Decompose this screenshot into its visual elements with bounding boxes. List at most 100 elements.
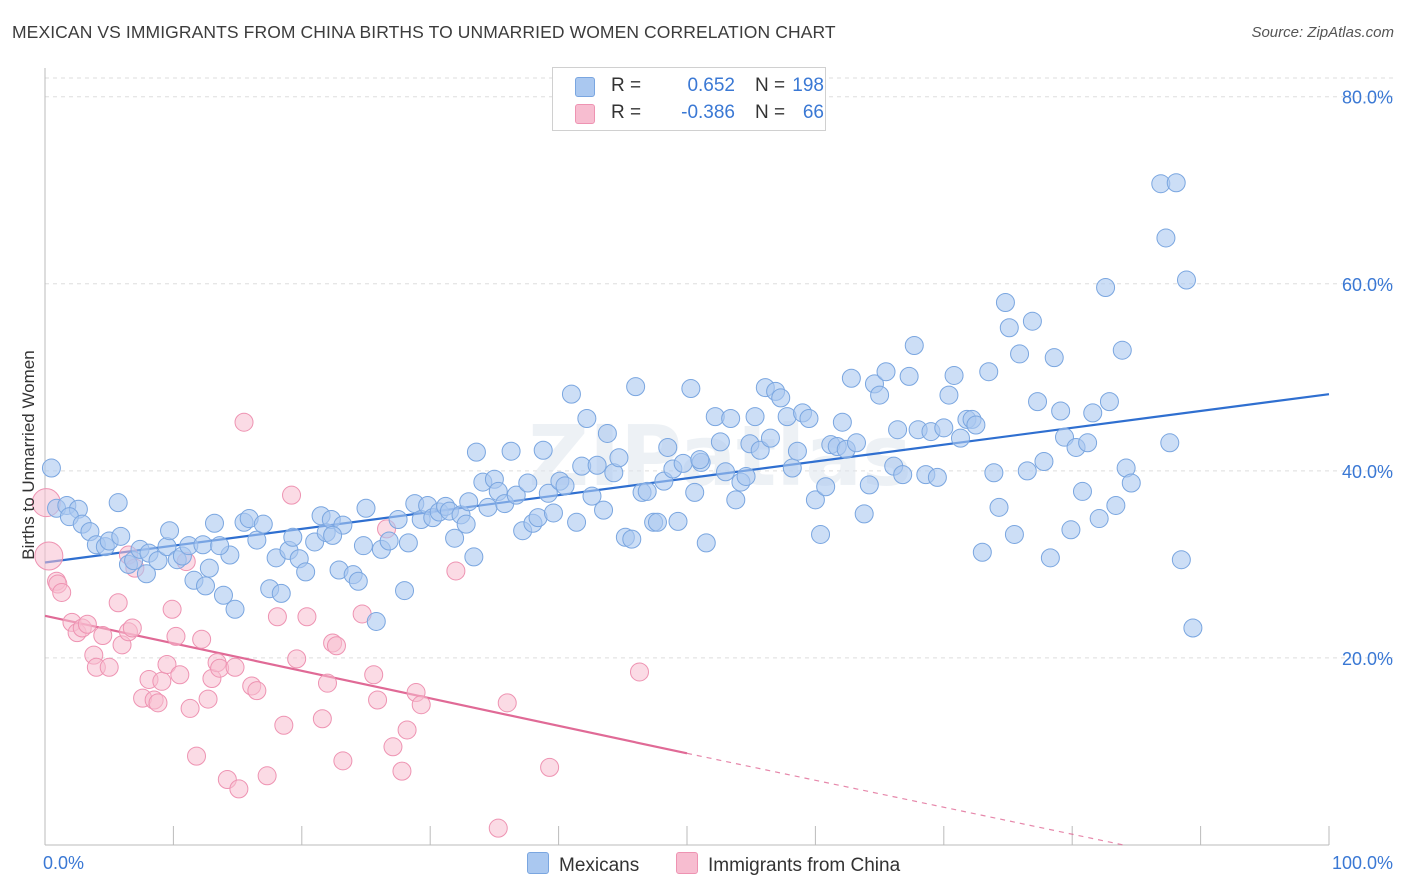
data-point-mexican: [944, 365, 964, 385]
x-tick-label-min: 0.0%: [43, 853, 84, 873]
data-point-mexican: [193, 535, 213, 555]
data-point-china: [99, 657, 119, 677]
data-point-mexican: [1183, 618, 1203, 638]
data-point-mexican: [543, 503, 563, 523]
data-point-mexican: [771, 388, 791, 408]
data-point-mexican: [690, 450, 710, 470]
data-point-mexican: [979, 362, 999, 382]
data-point-china: [326, 636, 346, 656]
data-point-china: [166, 626, 186, 646]
data-point-china: [540, 757, 560, 777]
data-point-china: [364, 665, 384, 685]
data-point-mexican: [1010, 344, 1030, 364]
data-point-mexican: [594, 500, 614, 520]
data-point-mexican: [893, 465, 913, 485]
data-point-china: [247, 681, 267, 701]
data-point-mexican: [950, 428, 970, 448]
data-point-mexican: [111, 526, 131, 546]
data-point-mexican: [108, 493, 128, 513]
data-point-mexican: [148, 551, 168, 571]
data-point-mexican: [587, 455, 607, 475]
data-point-mexican: [41, 458, 61, 478]
data-point-china: [93, 625, 113, 645]
data-point-mexican: [854, 504, 874, 524]
data-point-mexican: [199, 558, 219, 578]
data-point-china: [383, 737, 403, 757]
bottom-legend-label-mexicans: Mexicans: [559, 855, 640, 876]
data-point-mexican: [876, 362, 896, 382]
bottom-legend-swatch-blue: [527, 852, 549, 874]
data-point-china: [198, 689, 218, 709]
data-point-mexican: [736, 466, 756, 486]
data-point-mexican: [685, 482, 705, 502]
data-point-mexican: [1040, 548, 1060, 568]
data-point-mexican: [577, 408, 597, 428]
data-point-china: [152, 671, 172, 691]
data-point-china: [225, 657, 245, 677]
data-point-china: [157, 654, 177, 674]
data-point-mexican: [445, 528, 465, 548]
data-point-mexican: [1166, 173, 1186, 193]
data-point-mexican: [204, 513, 224, 533]
data-point-mexican: [1017, 461, 1037, 481]
data-point-mexican: [637, 481, 657, 501]
data-point-mexican: [506, 485, 526, 505]
data-point-mexican: [1106, 495, 1126, 515]
data-point-mexican: [811, 524, 831, 544]
data-point-mexican: [658, 437, 678, 457]
legend-swatch-blue: [575, 77, 595, 97]
data-point-mexican: [1051, 401, 1071, 421]
data-point-mexican: [478, 497, 498, 517]
data-point-china: [274, 715, 294, 735]
data-point-china: [187, 746, 207, 766]
data-point-mexican: [647, 512, 667, 532]
data-point-mexican: [210, 536, 230, 556]
data-point-mexican: [622, 529, 642, 549]
data-point-china: [162, 599, 182, 619]
data-point-china: [229, 779, 249, 799]
data-point-mexican: [989, 497, 1009, 517]
data-point-china: [148, 693, 168, 713]
trend-line-china-extension: [686, 752, 1124, 846]
data-point-mexican: [1121, 473, 1141, 493]
x-tick-label-max: 100.0%: [1332, 853, 1393, 873]
data-point-mexican: [501, 441, 521, 461]
trend-line-china: [44, 614, 688, 755]
axes: [44, 68, 1330, 846]
data-point-mexican: [518, 473, 538, 493]
data-point-mexican: [136, 564, 156, 584]
data-point-mexican: [972, 542, 992, 562]
legend-r-label: R =: [611, 102, 642, 123]
legend-r-value: -0.386: [681, 102, 735, 123]
data-point-china: [267, 607, 287, 627]
data-point-mexican: [253, 514, 273, 534]
data-point-mexican: [247, 530, 267, 550]
data-point-china: [52, 582, 72, 602]
y-tick-label: 20.0%: [1342, 649, 1393, 669]
data-point-china: [192, 629, 212, 649]
data-point-mexican: [456, 514, 476, 534]
data-point-mexican: [271, 583, 291, 603]
legend-n-label: N =: [755, 75, 786, 96]
chart-title: MEXICAN VS IMMIGRANTS FROM CHINA BIRTHS …: [12, 22, 836, 42]
data-point-mexican: [1078, 433, 1098, 453]
data-point-mexican: [395, 581, 415, 601]
data-point-mexican: [1022, 311, 1042, 331]
data-point-china: [392, 761, 412, 781]
data-point-china: [497, 693, 517, 713]
data-point-china: [34, 541, 64, 571]
data-point-china: [411, 695, 431, 715]
data-point-mexican: [213, 585, 233, 605]
data-point-china: [287, 649, 307, 669]
data-point-mexican: [832, 412, 852, 432]
data-point-mexican: [533, 440, 553, 460]
data-point-china: [446, 561, 466, 581]
data-point-china: [312, 709, 332, 729]
legend-r-label: R =: [611, 75, 642, 96]
data-point-mexican: [888, 420, 908, 440]
data-point-china: [257, 766, 277, 786]
data-point-mexican: [597, 423, 617, 443]
data-point-mexican: [555, 476, 575, 496]
mexican-points: [41, 173, 1203, 638]
